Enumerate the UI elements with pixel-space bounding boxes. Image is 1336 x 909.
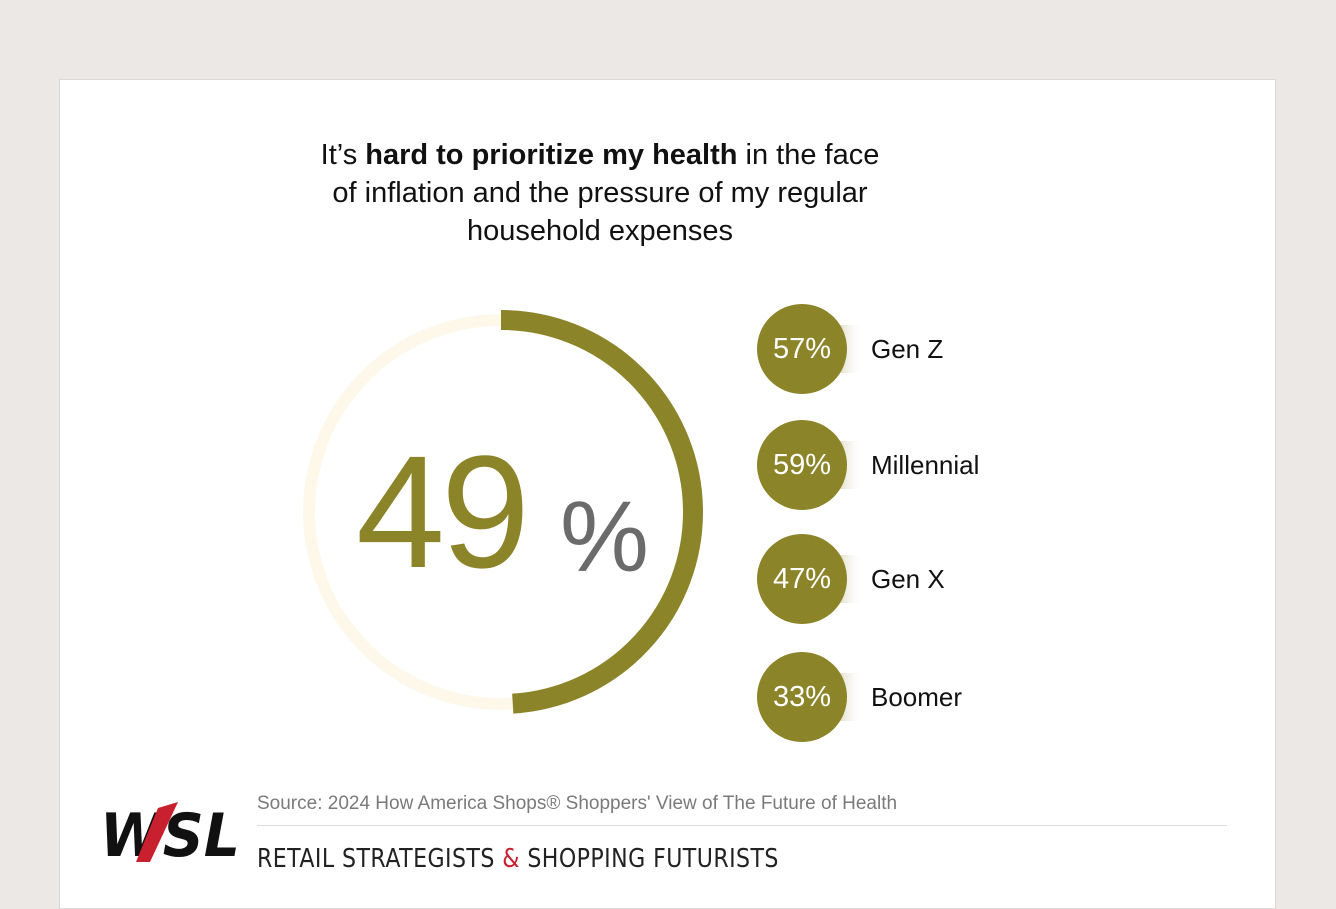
wsl-logo: WSL [100,801,240,864]
gen-z-badge [757,304,863,394]
boomer-label: Boomer [871,682,963,712]
generation-row-boomer: 33% Boomer [757,652,1077,742]
millennial-value: 59% [772,449,832,481]
title-bold: hard to prioritize my health [365,139,738,171]
tagline-right: SHOPPING FUTURISTS [519,844,779,874]
donut-fill [299,310,703,714]
gen-z-label: Gen Z [871,334,944,364]
big-percent-sign: % [560,481,649,593]
gen-z-value: 57% [772,333,832,365]
title-suffix: in the face of inflation and the pressur… [332,139,880,247]
slide: It’s hard to prioritize my health in the… [59,79,1276,909]
tagline: RETAIL STRATEGISTS & SHOPPING FUTURISTS [257,844,779,874]
big-value: 49 [356,422,530,601]
gen-x-value: 47% [772,563,832,595]
wsl-logo-slash [136,802,178,862]
boomer-badge-circle [757,652,847,742]
millennial-label: Millennial [871,450,980,480]
footer-divider [257,825,1227,826]
donut-chart [299,310,703,714]
gen-x-badge [757,534,863,624]
generation-row-gen-z: 57% Gen Z [757,304,1077,394]
millennial-badge [757,420,863,510]
generation-row-millennial: 59% Millennial [757,420,1077,510]
gen-x-badge-circle [757,534,847,624]
source-note: Source: 2024 How America Shops® Shoppers… [257,793,898,814]
gen-x-label: Gen X [871,564,945,594]
tagline-ampersand: & [502,844,520,874]
tagline-left: RETAIL STRATEGISTS [257,844,503,874]
boomer-badge [757,652,863,742]
generation-row-gen-x: 47% Gen X [757,534,1077,624]
title-prefix: It’s [320,139,366,171]
boomer-value: 33% [772,681,832,713]
chart-title: It’s hard to prioritize my health in the… [310,136,890,250]
millennial-badge-circle [757,420,847,510]
gen-z-badge-circle [757,304,847,394]
